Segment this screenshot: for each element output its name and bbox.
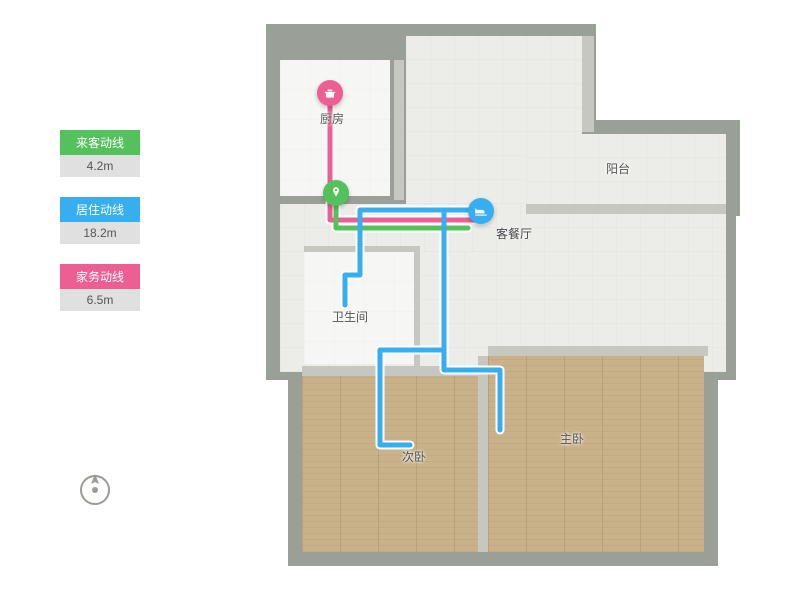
legend-value: 4.2m — [60, 155, 140, 177]
legend-label: 居住动线 — [60, 197, 140, 222]
label-bathroom: 卫生间 — [332, 308, 368, 325]
legend-item-living: 居住动线 18.2m — [60, 197, 140, 244]
label-living: 客餐厅 — [496, 225, 532, 242]
label-balcony: 阳台 — [606, 160, 630, 177]
label-bedroom1: 主卧 — [560, 430, 584, 447]
label-kitchen: 厨房 — [320, 110, 344, 127]
wall-inner — [478, 356, 488, 552]
room-bedroom1 — [488, 356, 704, 552]
legend-label: 家务动线 — [60, 264, 140, 289]
room-bedroom2 — [302, 376, 478, 552]
legend-value: 18.2m — [60, 222, 140, 244]
wall-inner — [302, 366, 482, 376]
legend-value: 6.5m — [60, 289, 140, 311]
wall-inner — [304, 246, 420, 252]
wall-inner — [488, 346, 708, 356]
marker-entry — [323, 180, 349, 206]
wall-inner — [394, 60, 404, 200]
label-bedroom2: 次卧 — [402, 448, 426, 465]
wall-inner — [414, 246, 420, 366]
legend-item-guest: 来客动线 4.2m — [60, 130, 140, 177]
compass-icon — [75, 470, 115, 510]
marker-kitchen — [317, 80, 343, 106]
room-corridor — [416, 252, 484, 372]
pot-icon — [323, 86, 337, 100]
bed-icon — [474, 204, 488, 218]
legend-item-house: 家务动线 6.5m — [60, 264, 140, 311]
wall-inner — [582, 36, 594, 132]
legend-label: 来客动线 — [60, 130, 140, 155]
legend: 来客动线 4.2m 居住动线 18.2m 家务动线 6.5m — [60, 130, 140, 331]
floorplan: 厨房 阳台 客餐厅 卫生间 次卧 主卧 — [210, 10, 770, 570]
door-icon — [329, 186, 343, 200]
wall-inner — [526, 204, 726, 214]
marker-living — [468, 198, 494, 224]
